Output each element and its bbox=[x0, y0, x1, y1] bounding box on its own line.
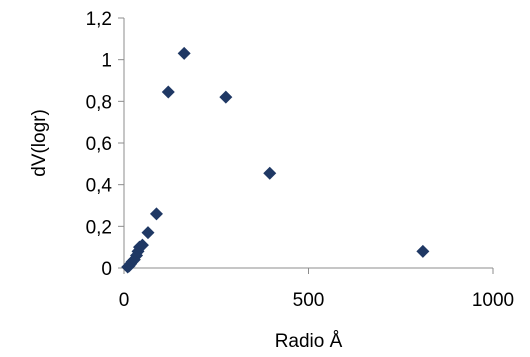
y-tick-label: 0,8 bbox=[86, 92, 112, 113]
x-tick-label: 0 bbox=[119, 290, 130, 311]
data-point bbox=[416, 244, 430, 258]
data-point bbox=[149, 207, 163, 221]
data-points bbox=[121, 46, 430, 274]
y-tick-label: 1 bbox=[101, 51, 112, 72]
data-point bbox=[141, 226, 155, 240]
y-axis-ticks: 0 0,2 0,4 0,6 0,8 1 1,2 bbox=[86, 9, 124, 280]
data-point bbox=[219, 90, 233, 104]
x-axis-ticks: 0 500 1000 bbox=[119, 268, 514, 311]
data-point bbox=[135, 238, 149, 252]
y-tick-label: 1,2 bbox=[86, 9, 112, 30]
y-tick-label: 0,2 bbox=[86, 217, 112, 238]
x-tick-label: 1000 bbox=[472, 290, 514, 311]
x-axis-title: Radio Å bbox=[275, 331, 343, 352]
y-tick-label: 0 bbox=[101, 259, 112, 280]
y-tick-label: 0,6 bbox=[86, 134, 112, 155]
data-point bbox=[263, 166, 277, 180]
x-tick-label: 500 bbox=[293, 290, 325, 311]
y-tick-label: 0,4 bbox=[86, 176, 113, 197]
y-axis-title: dV(logr) bbox=[29, 109, 50, 177]
data-point bbox=[161, 85, 175, 99]
data-point bbox=[177, 46, 191, 60]
